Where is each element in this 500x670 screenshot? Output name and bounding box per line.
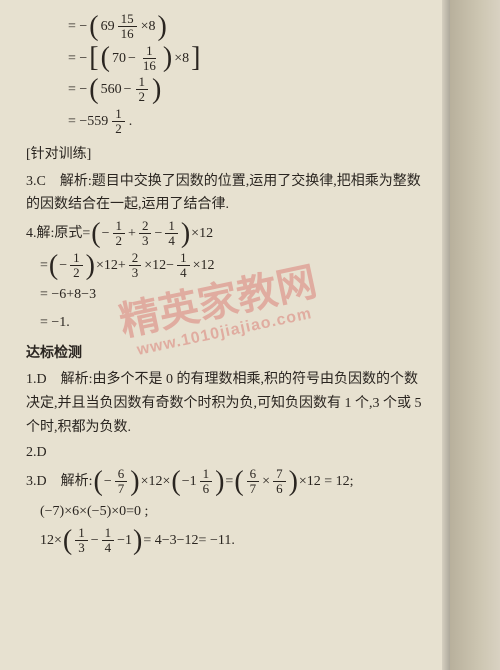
training-q3: 3.C 解析:题目中交换了因数的位置,运用了交换律,把相乘为整数的因数结合在一起… [26,170,424,218]
lbracket-icon: [ [89,44,98,72]
rparen-icon: ) [158,13,167,41]
check-q1: 1.D 解析:由多个不是 0 的有理数相乘,积的符号由负因数的个数决定,并且当负… [26,368,424,439]
check-q3-line2: (−7)×6×(−5)×0=0 ; [40,499,432,524]
check-q2: 2.D [26,441,424,465]
check-header: 达标检测 [26,341,432,366]
calc-line-3: = − ( 560 − 12 ) [68,75,432,105]
calc-line-1: = − ( 69 1516 ×8 ) [68,12,432,42]
training-q4-line2: = ( − 12 ) ×12+ 23 ×12− 14 ×12 [40,251,432,281]
training-header: [针对训练] [26,142,432,167]
check-q3-line1: 3.D 解析: ( − 67 ) ×12× ( −1 16 ) = ( 67 ×… [26,467,432,497]
training-q4-line1: 4.解:原式= ( − 12 + 23 − 14 ) ×12 [40,219,432,249]
calc-line-2: = − [ ( 70 − 116 ) ×8 ] [68,44,432,74]
calc-line-4: = −559 12 . [68,107,432,137]
training-q4-line3: = −6+8−3 [40,282,432,307]
check-q3-line3: 12× ( 13 − 14 −1 ) = 4−3−12= −11. [40,526,432,556]
lparen-icon: ( [89,13,98,41]
page-edge-shadow [450,0,500,670]
eq-text: = − [68,14,87,39]
training-q4-line4: = −1. [40,310,432,335]
page: = − ( 69 1516 ×8 ) = − [ ( 70 − 116 ) ×8… [0,0,450,670]
rbracket-icon: ] [191,44,200,72]
mixed-fraction: 69 1516 [101,12,139,42]
